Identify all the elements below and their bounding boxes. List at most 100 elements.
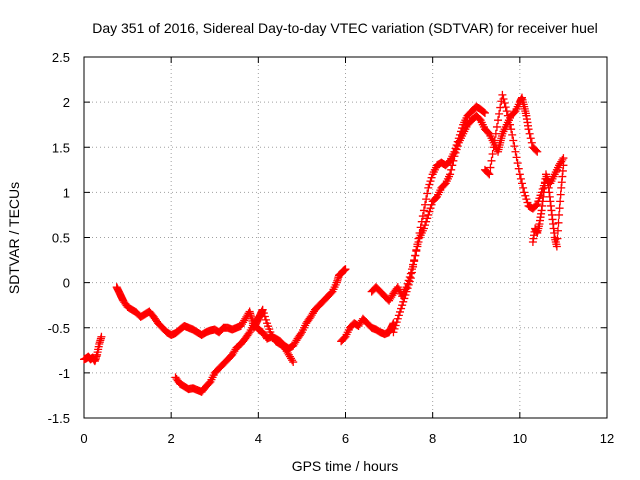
data-point (259, 309, 268, 318)
data-point (447, 165, 456, 174)
data-point (489, 143, 498, 152)
x-tick-label: 12 (600, 431, 614, 446)
data-point (532, 201, 541, 210)
data-point (559, 154, 568, 163)
data-point (400, 294, 409, 303)
y-tick-label: -0.5 (48, 321, 70, 336)
series-segment-8 (528, 161, 568, 251)
data-point (97, 332, 106, 341)
data-point (458, 124, 467, 133)
x-tick-label: 8 (429, 431, 436, 446)
data-point (398, 301, 407, 310)
data-point (454, 134, 463, 143)
data-point (513, 159, 522, 168)
chart-title: Day 351 of 2016, Sidereal Day-to-day VTE… (92, 20, 598, 36)
data-point (480, 108, 489, 117)
data-point (532, 146, 541, 155)
data-point (392, 318, 401, 327)
data-point (417, 217, 426, 226)
data-point (404, 280, 413, 289)
data-point (504, 116, 513, 125)
data-point (261, 315, 270, 324)
data-point (403, 284, 412, 293)
data-point (455, 130, 464, 139)
data-point (508, 130, 517, 139)
data-point (499, 94, 508, 103)
data-point (410, 257, 419, 266)
data-point (395, 307, 404, 316)
data-point (494, 116, 503, 125)
data-point (414, 234, 423, 243)
data-point (446, 170, 455, 179)
data-point (552, 242, 561, 251)
data-point (394, 311, 403, 320)
data-point (423, 214, 432, 223)
data-point (399, 297, 408, 306)
data-point (393, 314, 402, 323)
data-point (289, 358, 298, 367)
data-point (559, 161, 568, 170)
data-point (407, 268, 416, 277)
data-point (520, 188, 529, 197)
data-point (524, 125, 533, 134)
data-point (538, 184, 547, 193)
data-point (553, 234, 562, 243)
data-point (491, 129, 500, 138)
data-point (413, 240, 422, 249)
data-point (515, 170, 524, 179)
data-point (556, 190, 565, 199)
data-point (525, 129, 534, 138)
data-point (425, 180, 434, 189)
x-tick-label: 2 (168, 431, 175, 446)
data-point (512, 153, 521, 162)
data-point (510, 142, 519, 151)
data-point (450, 147, 459, 156)
data-point (258, 305, 267, 314)
data-point (533, 147, 542, 156)
data-point (514, 164, 523, 173)
data-point (419, 206, 428, 215)
y-tick-label: 2 (63, 95, 70, 110)
data-point (401, 291, 410, 300)
data-point (423, 189, 432, 198)
data-point (390, 324, 399, 333)
data-point (519, 183, 528, 192)
data-point (405, 277, 414, 286)
data-point (411, 251, 420, 260)
data-point (516, 174, 525, 183)
data-point (426, 177, 435, 186)
data-point (490, 136, 499, 145)
y-tick-label: 0.5 (52, 231, 70, 246)
x-tick-label: 4 (255, 431, 262, 446)
data-point (389, 328, 398, 337)
data-point (402, 287, 411, 296)
x-tick-label: 6 (342, 431, 349, 446)
data-point (553, 226, 562, 235)
data-point (397, 304, 406, 313)
data-point (511, 147, 520, 156)
x-tick-label: 10 (513, 431, 527, 446)
y-axis-label: SDTVAR / TECUs (6, 182, 22, 294)
data-point (288, 356, 297, 365)
data-point (416, 223, 425, 232)
data-point (412, 245, 421, 254)
data-point (391, 321, 400, 330)
y-tick-label: 1 (63, 185, 70, 200)
data-point (492, 122, 501, 131)
data-point (555, 204, 564, 213)
data-point (422, 195, 431, 204)
data-point (418, 212, 427, 221)
data-point (487, 156, 496, 165)
data-point (500, 99, 509, 108)
data-point (523, 198, 532, 207)
data-point (554, 218, 563, 227)
data-point (498, 90, 507, 99)
data-point (260, 312, 269, 321)
data-point (415, 228, 424, 237)
data-point (526, 134, 535, 143)
series-segment-3 (171, 265, 350, 396)
data-point (424, 210, 433, 219)
data-point (558, 155, 567, 164)
